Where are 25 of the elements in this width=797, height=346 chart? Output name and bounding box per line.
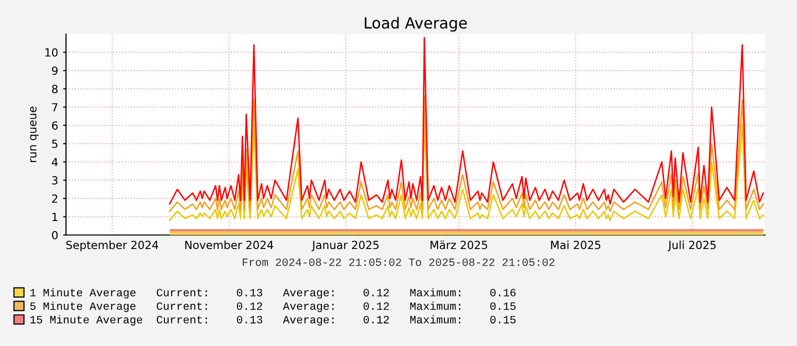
y-tick-label: 3 xyxy=(52,176,58,185)
y-tick-label: 5 xyxy=(52,140,58,148)
y-tick-label: 7 xyxy=(52,103,58,112)
x-tick-label: September 2024 xyxy=(66,240,158,252)
y-tick-label: 10 xyxy=(45,48,58,57)
y-tick-label: 0 xyxy=(52,230,58,240)
legend-label: 5 Minute Average Current: 0.12 Average: 0.12 Maximum: 0.15 xyxy=(30,302,516,312)
x-tick-label: März 2025 xyxy=(430,240,488,250)
y-axis-title: run queue xyxy=(30,106,39,162)
y-tick-label: 6 xyxy=(52,121,58,130)
x-tick-label: Mai 2025 xyxy=(551,240,600,250)
legend-label: 1 Minute Average Current: 0.13 Average: 0.12 Maximum: 0.16 xyxy=(30,288,516,299)
y-tick-label: 2 xyxy=(52,194,58,203)
y-tick-label: 9 xyxy=(52,66,58,75)
x-tick-label: Januar 2025 xyxy=(312,240,379,252)
line-series xyxy=(168,95,764,212)
y-tick-label: 4 xyxy=(52,158,58,166)
x-tick-label: November 2024 xyxy=(185,240,274,250)
y-tick-label: 8 xyxy=(52,84,58,94)
legend-label: 15 Minute Average Current: 0.13 Average: 0.12 Maximum: 0.15 xyxy=(30,315,516,326)
x-tick-label: Juli 2025 xyxy=(668,240,716,252)
chart-title: Load Average xyxy=(364,16,467,32)
text: From 2024-08-22 21:05:02 To 2025-08-22 21:05:02 xyxy=(242,258,554,266)
y-tick-label: 1 xyxy=(52,212,58,221)
line-series xyxy=(168,36,764,205)
